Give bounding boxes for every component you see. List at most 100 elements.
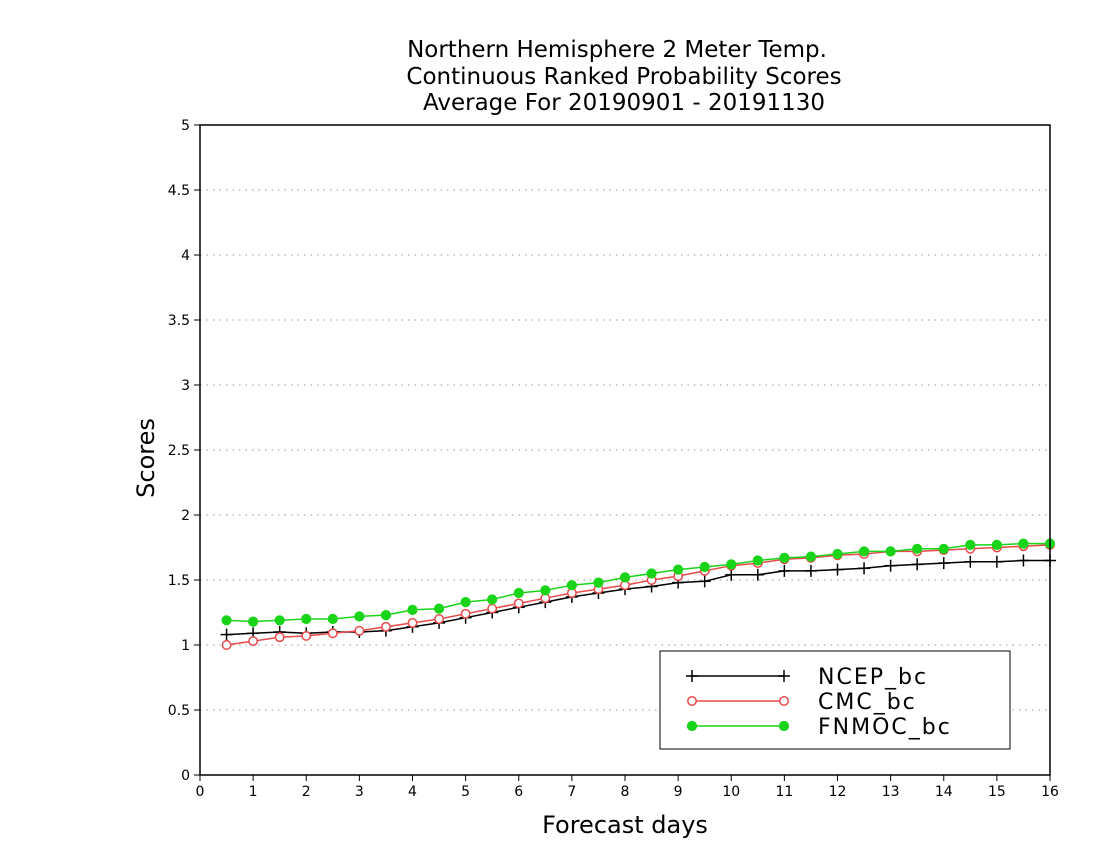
data-point-ncep-bc [831,563,844,576]
legend-marker [687,696,697,706]
data-point-fnmoc-bc [779,552,790,564]
data-point-ncep-bc [778,564,791,577]
data-point-fnmoc-bc [407,604,418,616]
x-tick-label: 16 [1041,784,1059,800]
y-axis-label: Scores [132,418,160,498]
data-point-fnmoc-bc [221,615,232,626]
x-tick-label: 2 [302,784,311,800]
data-point-cmc-bc [434,614,445,624]
data-point-cmc-bc [301,630,312,641]
y-tick-label: 0 [181,768,190,784]
title-line-3: Average For 20190901 - 20191130 [423,90,825,116]
data-point-cmc-bc [380,621,391,632]
data-point-fnmoc-bc [327,613,338,625]
data-point-fnmoc-bc [1018,538,1029,549]
x-tick-label: 11 [775,784,793,800]
data-point-fnmoc-bc [487,594,498,605]
data-point-cmc-bc [274,632,285,643]
x-tick-label: 7 [567,784,576,800]
x-tick-label: 1 [249,784,258,800]
data-point-ncep-bc [804,564,817,577]
ticks: 00.511.522.533.544.550 1 2 3 4 5 6 7 8 9 10 11 12 13 1… [168,118,1059,800]
series-cmc-bc [221,539,1055,650]
data-point-fnmoc-bc [274,615,285,626]
series-fnmoc-bc [221,538,1056,627]
series-ncep-bc [220,554,1056,641]
series [220,538,1056,650]
legend-entry-fnmoc-bc: FNMOC_bc [686,715,952,740]
legend-marker [686,720,698,732]
data-point-fnmoc-bc [991,539,1002,551]
title-line-1: Northern Hemisphere 2 Meter Temp. [407,37,827,63]
data-point-cmc-bc [487,603,498,614]
legend-marker [778,670,790,682]
data-point-fnmoc-bc [248,616,259,627]
y-tick-label: 4 [181,248,190,264]
legend-box [659,650,1011,750]
x-tick-label: 3 [355,784,364,800]
data-point-cmc-bc [248,636,259,647]
title-line-2: Continuous Ranked Probability Scores [406,64,841,90]
legend-marker [686,670,698,682]
data-point-cmc-bc [513,598,524,609]
data-point-fnmoc-bc [513,587,524,599]
x-tick-label: 13 [882,784,900,800]
data-point-cmc-bc [221,640,232,650]
data-point-fnmoc-bc [354,611,365,622]
legend-label-ncep-bc: NCEP_bc [818,665,928,690]
data-point-fnmoc-bc [885,546,896,557]
data-point-fnmoc-bc [805,551,817,562]
data-point-ncep-bc [911,558,924,571]
legend-marker [779,696,789,706]
data-point-ncep-bc [990,555,1003,568]
data-point-ncep-bc [751,568,764,581]
data-point-fnmoc-bc [912,543,923,554]
x-tick-label: 8 [621,784,630,800]
data-point-cmc-bc [460,608,471,619]
data-point-ncep-bc [1017,554,1030,567]
data-point-fnmoc-bc [380,610,392,621]
legend-marker [778,720,790,732]
y-tick-label: 2 [181,508,190,524]
data-point-fnmoc-bc [832,548,843,560]
legend-label-cmc-bc: CMC_bc [818,690,917,715]
data-point-fnmoc-bc [433,603,445,614]
series-line-ncep-bc [226,559,1050,636]
x-tick-label: 12 [829,784,847,800]
data-point-fnmoc-bc [965,539,976,551]
chart-title: Northern Hemisphere 2 Meter Temp. Contin… [406,37,841,116]
data-point-ncep-bc [698,575,711,588]
data-point-ncep-bc [725,568,738,581]
data-point-fnmoc-bc [752,555,763,566]
data-point-fnmoc-bc [301,613,312,625]
x-tick-label: 5 [461,784,470,800]
y-tick-label: 0.5 [168,703,190,719]
data-point-fnmoc-bc [540,585,551,596]
data-point-ncep-bc [884,559,897,572]
data-point-cmc-bc [407,617,418,628]
data-point-ncep-bc [964,555,977,568]
y-tick-label: 4.5 [168,183,190,199]
data-point-fnmoc-bc [673,564,684,575]
y-tick-label: 1.5 [168,573,190,589]
data-point-fnmoc-bc [619,572,631,583]
y-tick-label: 5 [181,118,190,134]
legend-label-fnmoc-bc: FNMOC_bc [818,715,952,740]
y-tick-label: 2.5 [168,443,190,459]
x-tick-label: 9 [674,784,683,800]
x-tick-label: 0 [196,784,205,800]
data-point-fnmoc-bc [460,597,471,608]
x-axis-label: Forecast days [542,811,708,839]
x-tick-label: 10 [722,784,740,800]
y-tick-label: 3 [181,378,190,394]
legend-entry-ncep-bc: NCEP_bc [686,665,928,690]
data-point-ncep-bc [858,562,871,575]
y-tick-label: 1 [181,638,190,654]
data-point-fnmoc-bc [566,580,577,591]
series-line-cmc-bc [226,544,1051,646]
data-point-ncep-bc [937,557,950,570]
data-point-fnmoc-bc [858,546,870,557]
data-point-cmc-bc [354,625,365,636]
